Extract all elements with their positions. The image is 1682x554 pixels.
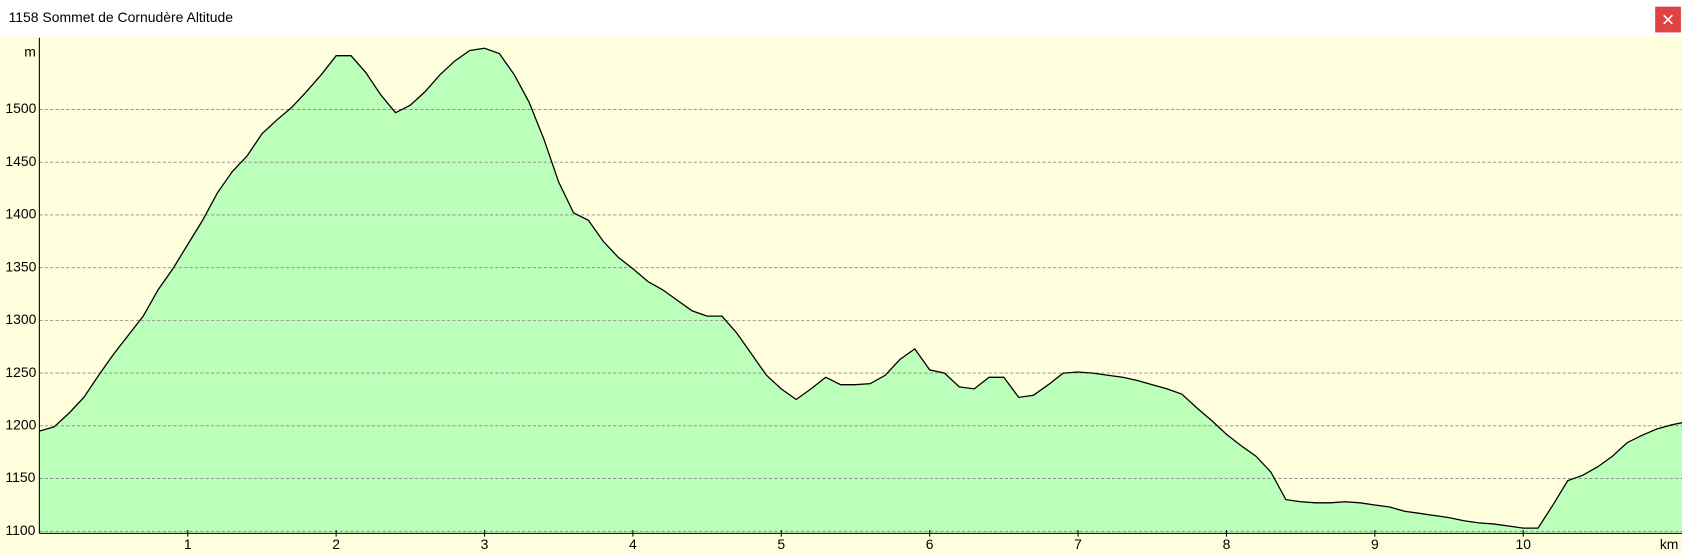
x-axis-unit: km xyxy=(1660,536,1679,552)
x-tick-label: 7 xyxy=(1074,536,1082,552)
y-tick-label: 1300 xyxy=(5,311,36,327)
y-tick-label: 1100 xyxy=(5,522,35,538)
window-title: 1158 Sommet de Cornudère Altitude xyxy=(9,9,234,25)
x-tick-label: 8 xyxy=(1223,536,1231,552)
x-tick-label: 2 xyxy=(332,536,340,552)
close-button[interactable] xyxy=(1655,6,1681,33)
y-tick-label: 1450 xyxy=(5,153,36,169)
line xyxy=(39,47,1682,529)
y-tick-label: 1200 xyxy=(5,417,36,433)
y-tick-label: 1250 xyxy=(5,364,36,380)
x-tick-label: 4 xyxy=(629,536,637,552)
x-tick-label: 6 xyxy=(926,536,934,552)
y-tick-label: 1150 xyxy=(5,469,35,485)
x-tick-label: 10 xyxy=(1515,536,1531,552)
y-tick-label: 1350 xyxy=(5,258,36,274)
x-tick-label: 9 xyxy=(1371,536,1379,552)
y-axis-unit: m xyxy=(24,43,36,59)
y-tick-label: 1400 xyxy=(5,206,36,222)
x-tick-label: 3 xyxy=(481,536,489,552)
area xyxy=(39,48,1682,534)
y-tick-label: 1500 xyxy=(5,100,36,116)
x-tick-label: 1 xyxy=(184,536,192,552)
x-tick-label: 5 xyxy=(777,536,785,552)
title-bar xyxy=(0,0,1682,37)
